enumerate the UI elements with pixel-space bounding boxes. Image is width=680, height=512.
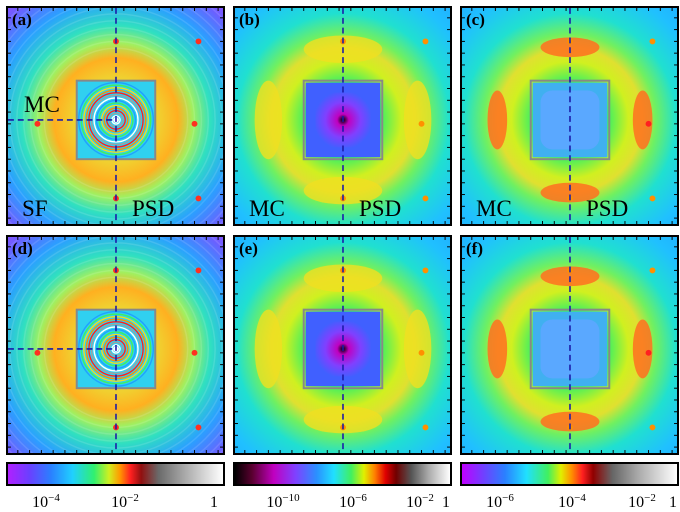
panel-d-map <box>8 237 223 453</box>
bragg-spot <box>645 120 652 127</box>
ring <box>22 255 210 442</box>
side-lobe <box>303 176 383 205</box>
colorbar-2 <box>233 462 452 486</box>
bragg-spot <box>191 120 198 127</box>
bragg-spot <box>34 349 41 356</box>
panel-c-map <box>462 8 677 224</box>
side-lobe <box>540 411 600 432</box>
psd-label: PSD <box>359 196 402 221</box>
panel-label: (c) <box>466 10 485 29</box>
panel-c: (c) MC PSD <box>460 6 679 226</box>
colorbar-2-tick: 10−2 <box>406 492 434 511</box>
panel-a: (a) MC SF PSD <box>6 6 225 226</box>
bragg-spot <box>195 195 202 202</box>
colorbar-1-tick: 10−2 <box>111 492 139 511</box>
psd-label: PSD <box>132 196 175 221</box>
bragg-spot <box>418 349 425 356</box>
side-lobe <box>487 90 508 150</box>
bragg-spot <box>418 120 425 127</box>
bragg-spot <box>649 38 656 45</box>
bragg-spot <box>422 38 429 45</box>
panel-label: (b) <box>239 10 260 29</box>
psd-label: PSD <box>586 196 629 221</box>
panel-f: (f) <box>460 235 679 455</box>
sf-label: SF <box>22 196 48 221</box>
side-lobe <box>540 182 600 203</box>
colorbar-1-tick: 1 <box>210 494 218 511</box>
colorbar-3 <box>460 462 679 486</box>
bragg-spot <box>649 424 656 431</box>
side-lobe <box>487 319 508 379</box>
panel-label: (d) <box>12 239 33 258</box>
panel-label: (e) <box>239 239 258 258</box>
colorbar-3-tick: 10−6 <box>486 492 514 511</box>
colorbar-3-tick: 10−2 <box>628 492 656 511</box>
bragg-spot <box>649 195 656 202</box>
panel-b-map <box>235 8 450 224</box>
side-lobe <box>632 319 653 379</box>
side-lobe <box>254 309 283 389</box>
bragg-spot <box>422 267 429 274</box>
panel-e: (e) <box>233 235 452 455</box>
panel-d: (d) <box>6 235 225 455</box>
panel-b: (b) MC PSD <box>233 6 452 226</box>
colorbar-1 <box>6 462 225 486</box>
bragg-spot <box>649 267 656 274</box>
bragg-spot <box>34 120 41 127</box>
bragg-spot <box>191 349 198 356</box>
side-lobe <box>403 309 432 389</box>
bragg-spot <box>645 349 652 356</box>
colorbar-2-tick: 10−10 <box>266 492 300 511</box>
mc-label: MC <box>249 196 285 221</box>
mc-label: MC <box>24 92 60 117</box>
colorbar-2-tick: 1 <box>442 494 450 511</box>
bragg-spot <box>422 424 429 431</box>
colorbar-3-tick: 1 <box>669 494 677 511</box>
panel-e-map <box>235 237 450 453</box>
colorbar-3-tick: 10−4 <box>558 492 586 511</box>
mc-label: MC <box>476 196 512 221</box>
bragg-spot <box>195 38 202 45</box>
side-lobe <box>254 80 283 160</box>
bragg-spot <box>195 424 202 431</box>
bragg-spot <box>422 195 429 202</box>
side-lobe <box>632 90 653 150</box>
panel-f-map <box>462 237 677 453</box>
side-lobe <box>403 80 432 160</box>
colorbar-1-tick: 10−4 <box>32 492 60 511</box>
colorbar-2-tick: 10−6 <box>339 492 367 511</box>
side-lobe <box>303 405 383 434</box>
panel-label: (a) <box>12 10 32 29</box>
panel-a-map <box>8 8 223 224</box>
bragg-spot <box>195 267 202 274</box>
panel-label: (f) <box>466 239 483 258</box>
